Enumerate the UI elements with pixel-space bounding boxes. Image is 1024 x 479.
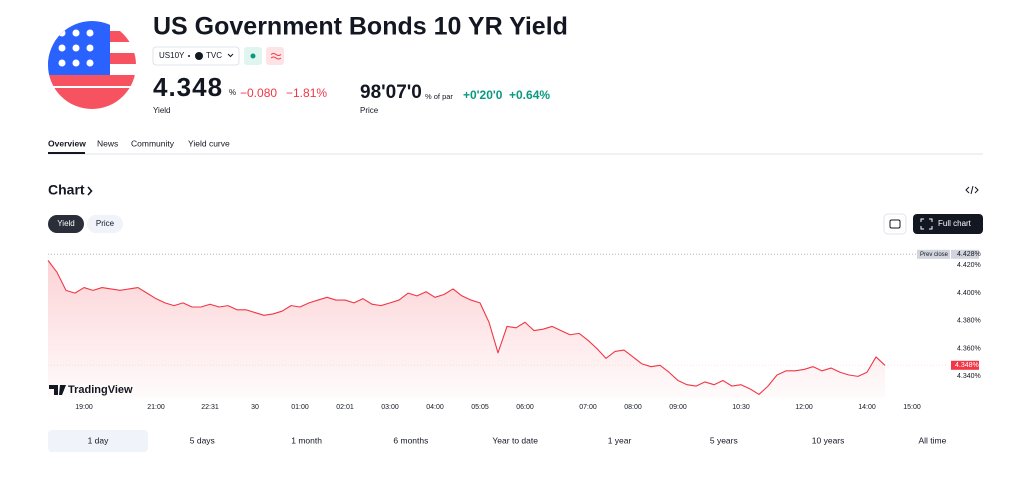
y-tick-label: 4.420% — [957, 262, 981, 269]
x-tick-label: 09:00 — [669, 404, 687, 411]
range-tab[interactable]: All time — [918, 435, 946, 445]
delay-icon — [270, 53, 282, 60]
yield-unit: % — [229, 88, 236, 97]
dot — [188, 55, 190, 57]
x-tick-label: 15:00 — [903, 404, 921, 411]
range-tab[interactable]: 5 years — [710, 435, 738, 445]
x-tick-label: 03:00 — [381, 404, 399, 411]
price-unit: % of par — [425, 92, 453, 101]
x-tick-label: 08:00 — [624, 404, 642, 411]
tab[interactable]: Overview — [48, 138, 86, 148]
x-tick-label: 02:01 — [336, 404, 354, 411]
delay-badge — [266, 47, 284, 65]
y-tick-label: 4.380% — [957, 318, 981, 325]
tab[interactable]: News — [97, 138, 118, 148]
full-chart-label: Full chart — [938, 219, 972, 228]
x-tick-label: 10:30 — [732, 404, 750, 411]
yield-label: Yield — [153, 106, 171, 115]
range-tab[interactable]: 6 months — [393, 435, 428, 445]
symbol: US10Y — [159, 51, 185, 60]
prev-close-tag — [917, 249, 950, 259]
camera-icon — [889, 219, 901, 229]
price-change-percent: +0.64% — [509, 88, 550, 102]
range-tab[interactable]: Year to date — [492, 435, 538, 445]
range-tab[interactable]: 10 years — [812, 435, 845, 445]
exchange-icon — [195, 52, 203, 60]
price-label: Price — [360, 106, 379, 115]
yield-change-percent: −1.81% — [286, 86, 327, 100]
tv-logo — [49, 385, 66, 395]
range-selected[interactable] — [48, 430, 148, 452]
toggle: Yield — [57, 219, 75, 228]
x-tick-label: 12:00 — [795, 404, 813, 411]
yield-value: 4.348 — [153, 72, 223, 102]
x-tick-label: 01:00 — [291, 404, 309, 411]
range-tab[interactable]: 1 year — [608, 435, 632, 445]
fullscreen-icon — [920, 218, 933, 230]
last-value-label: 4.348% — [955, 362, 979, 369]
prev-close-name: Prev close — [920, 252, 949, 258]
toggle-active[interactable] — [48, 215, 84, 233]
y-tick-label: 4.400% — [957, 290, 981, 297]
price-value: 98'07'0 — [360, 82, 422, 103]
exchange: TVC — [206, 51, 222, 60]
toggle-button[interactable] — [87, 215, 123, 233]
section-title[interactable]: Chart — [48, 182, 85, 198]
x-tick-label: 04:00 — [426, 404, 444, 411]
last-value-tag — [951, 360, 979, 370]
toggle: Price — [96, 219, 115, 228]
chart: 4.420% 4.400% 4.380% 4.360% 4.340% 19:00 21:00… — [47, 249, 981, 411]
x-tick-label: 14:00 — [858, 404, 876, 411]
status-dot — [250, 53, 256, 59]
tab[interactable]: Yield curve — [188, 138, 230, 148]
x-tick-label: 30 — [251, 404, 259, 411]
prev-close-value-tag — [951, 249, 979, 259]
watermark: TradingView — [68, 384, 133, 396]
chevron — [227, 53, 234, 58]
y-tick-label: 4.340% — [957, 373, 981, 380]
x-tick-label: 19:00 — [75, 404, 93, 411]
y-tick-label: 4.360% — [957, 345, 981, 352]
tab[interactable]: Community — [131, 138, 175, 148]
area — [48, 260, 885, 398]
title: US Government Bonds 10 YR Yield — [153, 13, 568, 41]
price-change: +0'20'0 — [463, 88, 503, 102]
line — [47, 260, 886, 395]
x-tick-label: 07:00 — [579, 404, 597, 411]
range-tab[interactable]: 1 day — [88, 435, 110, 445]
range-tab[interactable]: 5 days — [190, 435, 215, 445]
chevron — [87, 186, 93, 196]
prev-close-label: 4.428% — [957, 251, 981, 258]
x-tick-label: 06:00 — [516, 404, 534, 411]
snapshot-button[interactable] — [883, 213, 907, 235]
x-tick-label: 21:00 — [147, 404, 165, 411]
x-tick-label: 22:31 — [201, 404, 219, 411]
yield-change: −0.080 — [240, 86, 277, 100]
tabs: Overview News Community Yield curve — [48, 138, 230, 148]
flag — [48, 21, 136, 109]
embed-icon[interactable] — [965, 185, 979, 195]
x-tick-label: 05:05 — [471, 404, 489, 411]
range-tabs: 1 day 5 days 1 month 6 months Year to date 1 … — [48, 430, 947, 452]
range-tab[interactable]: 1 month — [291, 435, 322, 445]
